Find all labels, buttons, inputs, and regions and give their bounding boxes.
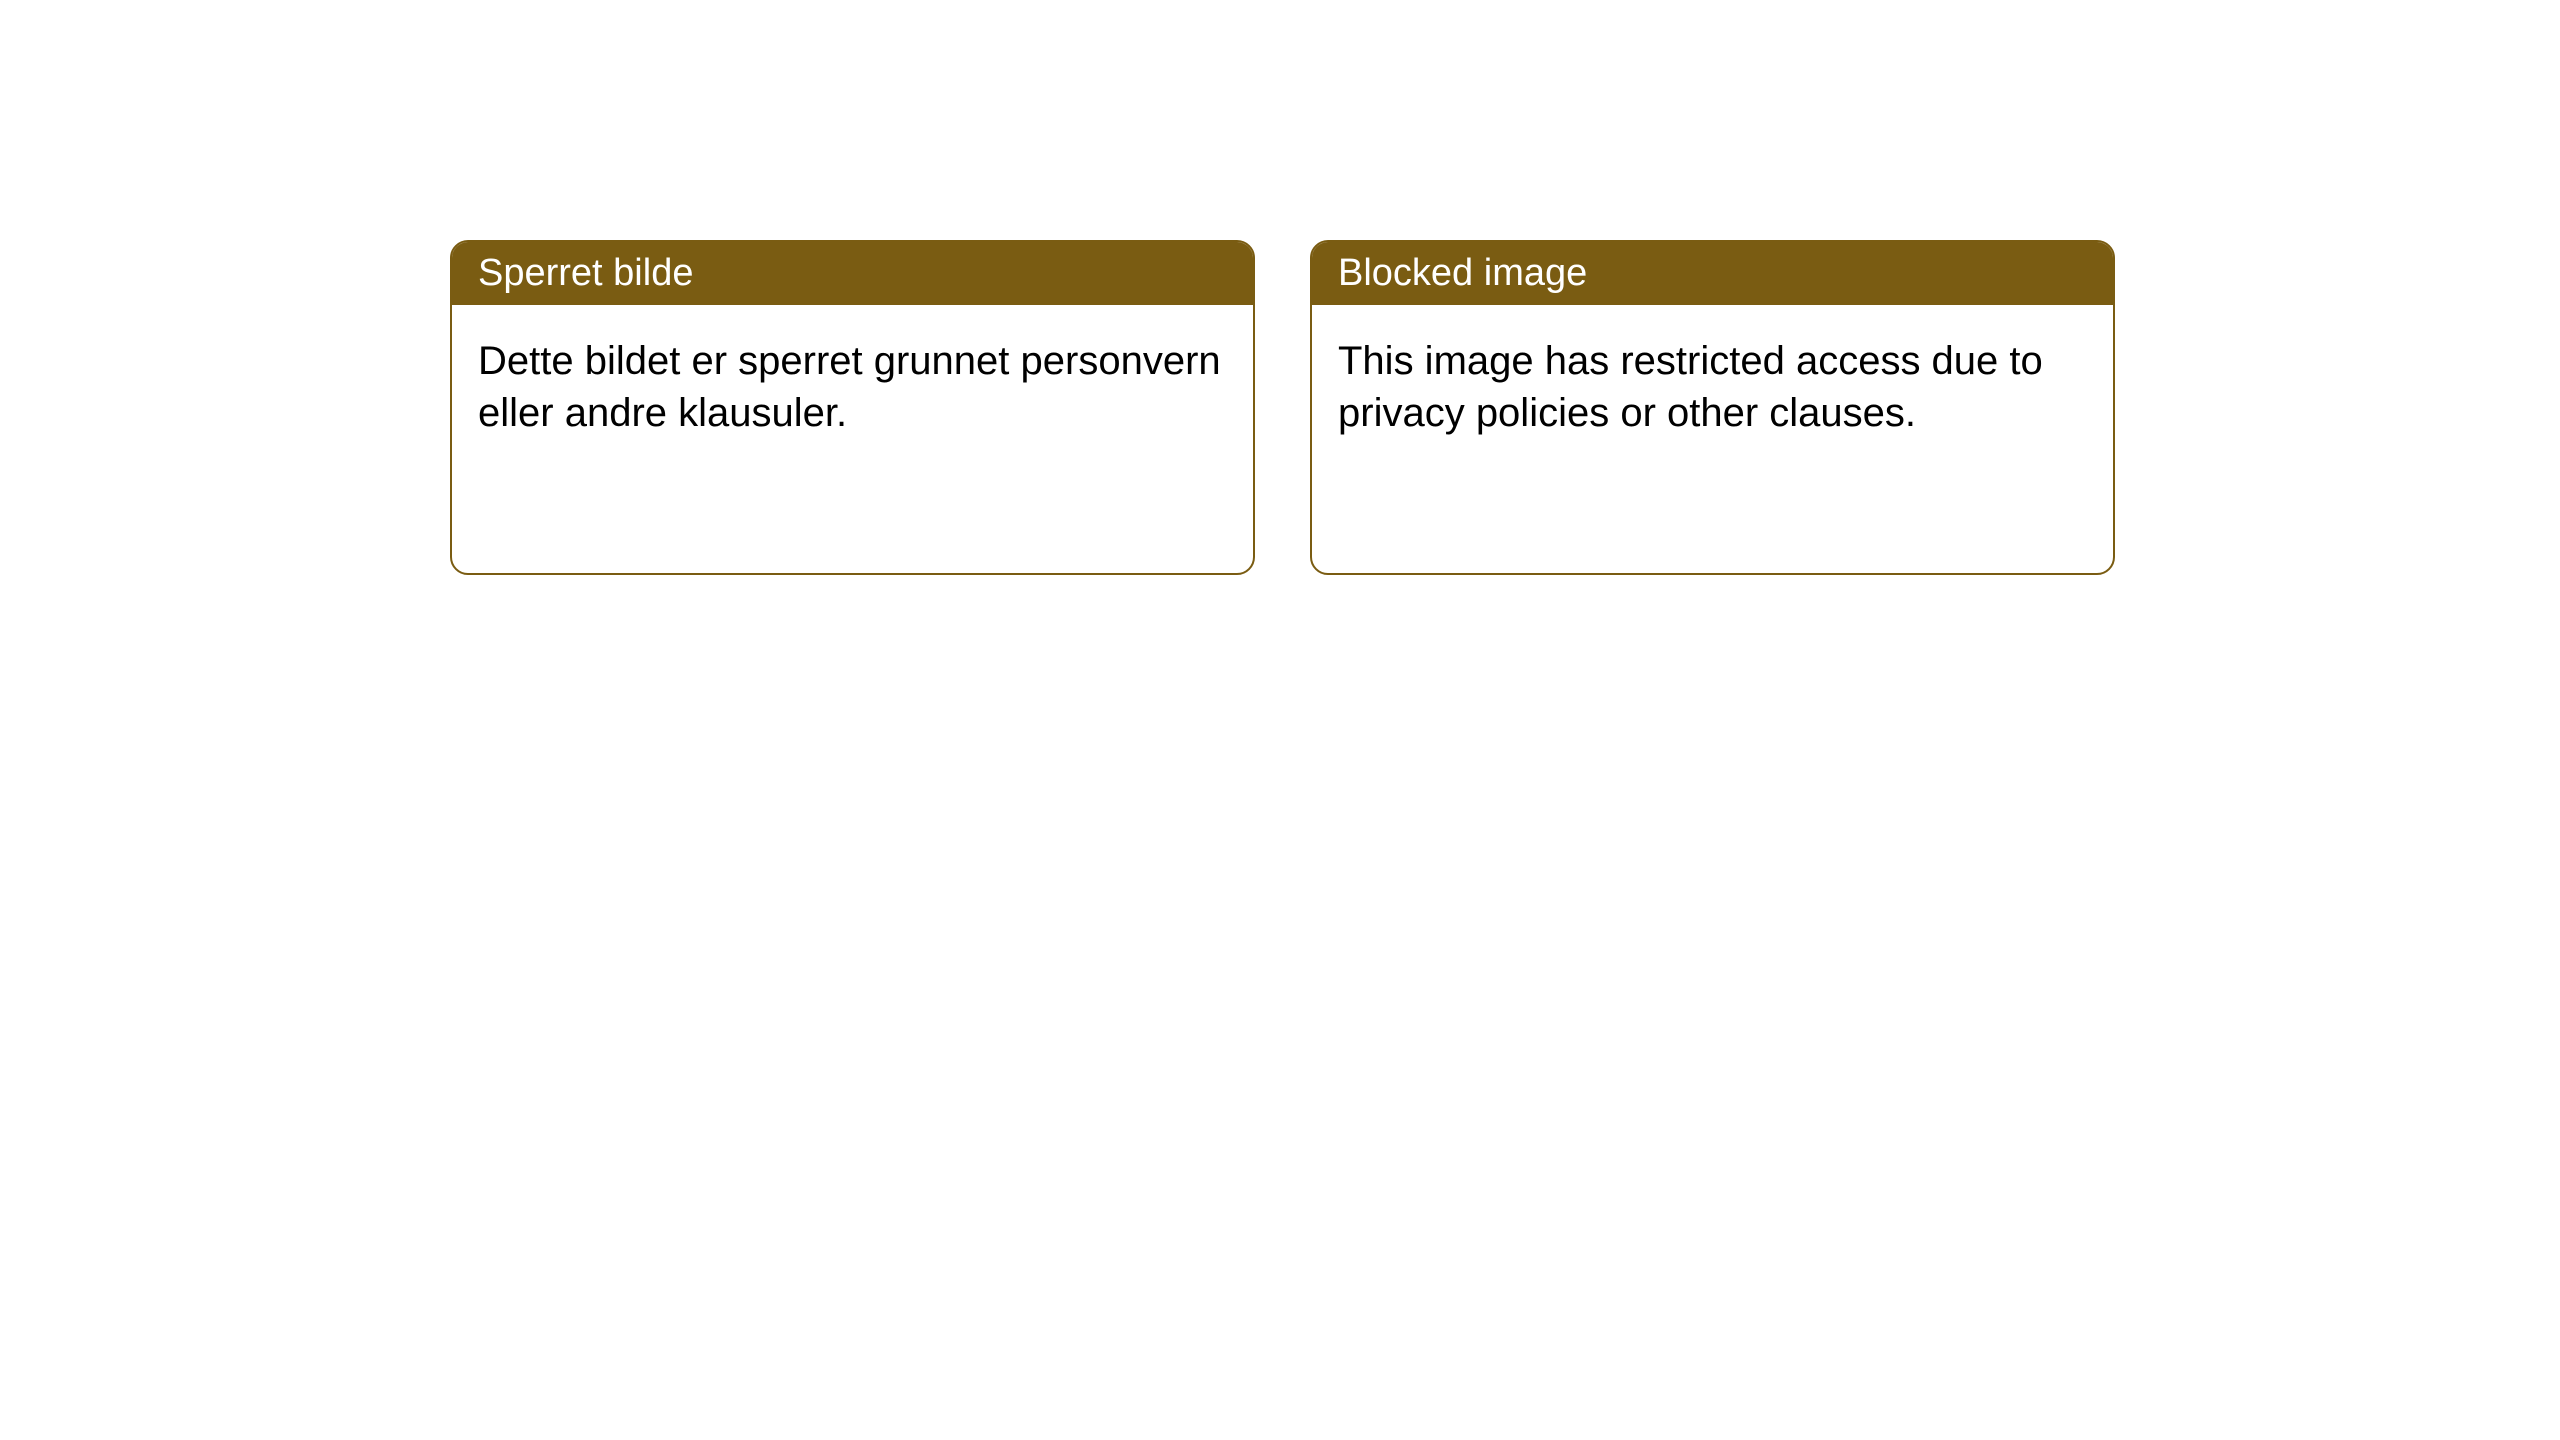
notice-body: Dette bildet er sperret grunnet personve… — [452, 305, 1253, 469]
notice-box-english: Blocked image This image has restricted … — [1310, 240, 2115, 575]
notice-box-norwegian: Sperret bilde Dette bildet er sperret gr… — [450, 240, 1255, 575]
notice-title: Sperret bilde — [452, 242, 1253, 305]
notice-body: This image has restricted access due to … — [1312, 305, 2113, 469]
notice-title: Blocked image — [1312, 242, 2113, 305]
notice-container: Sperret bilde Dette bildet er sperret gr… — [450, 240, 2115, 575]
